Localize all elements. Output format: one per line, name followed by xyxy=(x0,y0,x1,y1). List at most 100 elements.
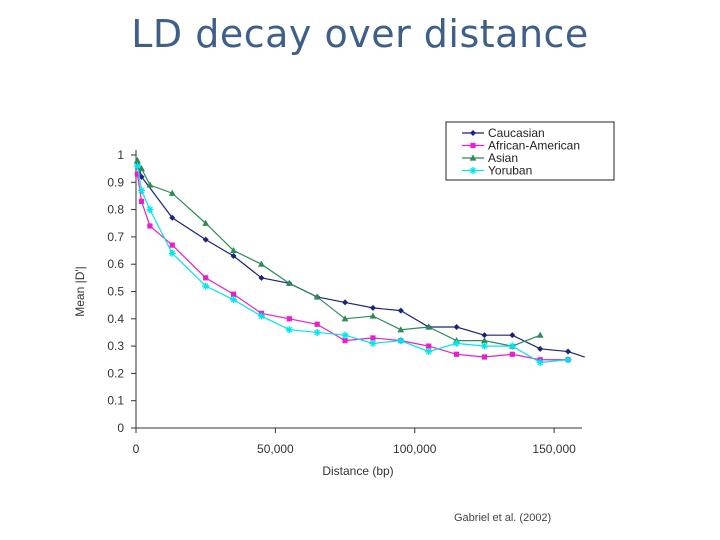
series-asian xyxy=(133,156,544,349)
y-axis-title: Mean |D'| xyxy=(73,266,87,317)
star-stroke xyxy=(342,332,348,339)
y-tick-label: 0.1 xyxy=(107,394,124,408)
square-marker xyxy=(470,142,476,149)
diamond-marker xyxy=(397,307,404,314)
y-tick-label: 1 xyxy=(117,148,124,162)
triangle-marker xyxy=(397,326,405,333)
square-marker xyxy=(230,291,237,297)
star-marker xyxy=(168,249,176,257)
star-marker xyxy=(313,328,321,336)
star-stroke xyxy=(230,296,237,303)
diamond-marker xyxy=(342,299,349,306)
series-line-caucasian xyxy=(136,163,585,358)
x-tick-label: 50,000 xyxy=(257,442,294,456)
star-stroke xyxy=(286,326,293,333)
series-yoruban xyxy=(133,162,572,366)
square-marker xyxy=(370,335,376,341)
diamond-marker xyxy=(258,274,265,281)
legend-item: African-American xyxy=(462,139,580,153)
y-tick-label: 0 xyxy=(117,421,124,435)
y-tick-label: 0.6 xyxy=(107,257,124,271)
diamond-marker xyxy=(509,332,516,339)
triangle-marker xyxy=(313,293,321,300)
star-marker xyxy=(564,356,572,364)
star-stroke xyxy=(138,187,145,194)
triangle-marker xyxy=(369,312,377,319)
legend-item: Caucasian xyxy=(462,126,545,140)
diamond-marker xyxy=(230,253,237,260)
y-tick-label: 0.8 xyxy=(107,203,124,217)
square-marker xyxy=(453,351,460,357)
star-stroke xyxy=(169,250,176,257)
legend-item: Yoruban xyxy=(462,164,532,178)
legend-label: Caucasian xyxy=(488,126,545,140)
triangle-marker xyxy=(230,246,237,254)
star-marker xyxy=(469,167,477,174)
y-tick-label: 0.7 xyxy=(107,230,124,244)
legend-label: African-American xyxy=(488,139,580,153)
star-marker xyxy=(453,339,461,347)
diamond-marker xyxy=(453,323,460,330)
star-marker xyxy=(133,162,141,170)
star-marker xyxy=(285,326,293,334)
square-marker xyxy=(481,354,488,360)
legend-item: Asian xyxy=(462,151,518,165)
series-african-american xyxy=(134,171,571,363)
y-tick-label: 0.2 xyxy=(107,366,124,380)
diamond-marker xyxy=(470,130,476,136)
x-tick-label: 150,000 xyxy=(532,442,576,456)
diamond-marker xyxy=(369,304,376,311)
star-stroke xyxy=(258,313,265,319)
star-marker xyxy=(230,296,238,304)
star-stroke xyxy=(397,337,404,344)
triangle-marker xyxy=(285,279,293,286)
square-marker xyxy=(314,321,320,327)
triangle-marker xyxy=(341,315,349,322)
diamond-marker xyxy=(202,236,209,243)
square-marker xyxy=(203,275,209,281)
diamond-marker xyxy=(565,348,572,355)
star-stroke xyxy=(537,359,544,366)
star-marker xyxy=(138,186,146,194)
series-caucasian xyxy=(134,160,585,358)
chart-series xyxy=(133,156,585,366)
star-marker xyxy=(341,331,349,339)
square-marker xyxy=(426,343,432,349)
triangle-marker xyxy=(536,331,544,338)
diamond-marker xyxy=(169,214,176,221)
triangle-marker xyxy=(168,189,176,196)
chart-axes xyxy=(135,150,582,429)
square-marker xyxy=(286,316,292,322)
legend-label: Asian xyxy=(488,151,518,165)
legend-label: Yoruban xyxy=(488,164,532,178)
star-stroke xyxy=(509,343,516,350)
star-stroke xyxy=(314,329,321,336)
triangle-marker xyxy=(258,260,265,267)
diamond-marker xyxy=(481,332,488,339)
star-marker xyxy=(146,206,154,214)
triangle-marker xyxy=(138,165,145,172)
star-stroke xyxy=(481,343,488,350)
series-line-yoruban xyxy=(136,165,569,364)
star-marker xyxy=(202,282,210,290)
series-line-asian xyxy=(136,160,541,347)
triangle-marker xyxy=(146,181,154,188)
y-tick-label: 0.9 xyxy=(107,175,124,189)
square-marker xyxy=(509,351,515,357)
star-stroke xyxy=(425,348,432,355)
triangle-marker xyxy=(425,323,433,330)
star-stroke xyxy=(370,340,376,347)
square-marker xyxy=(342,338,348,344)
star-stroke xyxy=(565,356,571,363)
square-marker xyxy=(134,171,140,177)
star-marker xyxy=(257,312,265,320)
star-marker xyxy=(369,339,377,347)
triangle-marker xyxy=(133,156,141,164)
triangle-marker xyxy=(469,154,477,161)
y-tick-label: 0.3 xyxy=(107,339,124,353)
slide-title: LD decay over distance xyxy=(131,12,589,56)
square-marker xyxy=(169,242,175,248)
x-tick-label: 0 xyxy=(133,442,140,456)
x-tick-label: 100,000 xyxy=(393,442,437,456)
